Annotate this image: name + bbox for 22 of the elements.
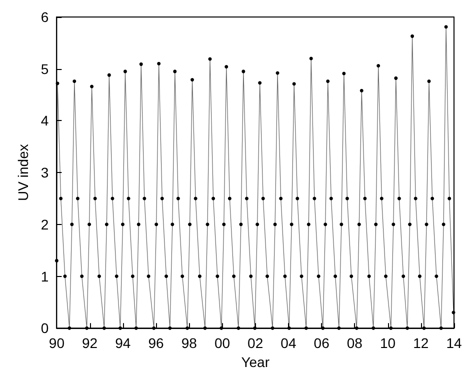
y-tick-label: 1 bbox=[40, 268, 49, 284]
y-tick-label: 6 bbox=[40, 9, 49, 25]
y-tick-label: 5 bbox=[40, 60, 49, 77]
x-tick-label: 96 bbox=[148, 335, 164, 352]
x-tick-label: 10 bbox=[380, 335, 396, 352]
x-tick-label: 02 bbox=[248, 335, 264, 352]
y-tick-label: 3 bbox=[40, 164, 49, 181]
x-tick-label: 04 bbox=[280, 335, 296, 352]
y-tick-label: 4 bbox=[40, 112, 49, 129]
x-tick-label: 90 bbox=[48, 335, 65, 352]
x-tick-label: 06 bbox=[314, 335, 330, 352]
x-tick-label: 00 bbox=[214, 335, 230, 352]
y-tick-label: 2 bbox=[40, 216, 49, 232]
x-tick-label: 92 bbox=[82, 335, 98, 352]
y-axis-title: UV index bbox=[15, 144, 31, 201]
x-tick-label: 98 bbox=[181, 335, 198, 352]
x-tick-label: 08 bbox=[346, 335, 363, 352]
x-tick-label: 14 bbox=[446, 335, 462, 352]
x-tick-label: 12 bbox=[413, 335, 429, 352]
y-tick-label: 0 bbox=[40, 320, 49, 336]
x-tick-label: 94 bbox=[115, 335, 131, 352]
x-axis-title: Year bbox=[241, 354, 270, 370]
